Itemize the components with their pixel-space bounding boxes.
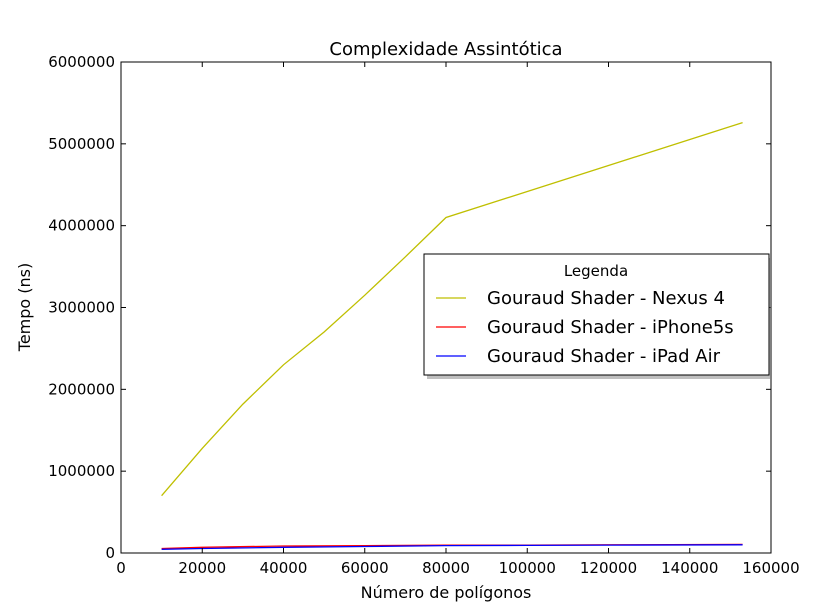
series-line-3 <box>161 544 743 550</box>
legend-box <box>423 253 770 376</box>
series-line-1 <box>161 121 743 497</box>
x-tick-label: 0 <box>116 559 126 577</box>
x-tick-label: 40000 <box>260 559 308 577</box>
x-tick-label: 20000 <box>178 559 226 577</box>
x-tick-label: 120000 <box>580 559 637 577</box>
y-tick-label: 3000000 <box>48 299 115 317</box>
legend-label-3: Gouraud Shader - iPad Air <box>487 346 721 367</box>
chart-title: Complexidade Assintótica <box>329 39 562 60</box>
legend: Legenda Gouraud Shader - Nexus 4Gouraud … <box>423 253 772 379</box>
series-layer <box>161 121 743 550</box>
legend-entries: Gouraud Shader - Nexus 4 Gouraud Shader -… <box>436 288 734 367</box>
x-tick-label: 140000 <box>661 559 718 577</box>
y-tick-label: 1000000 <box>48 462 115 480</box>
x-tick-label: 80000 <box>422 559 470 577</box>
legend-title: Legenda <box>564 262 628 280</box>
x-tick-label: 160000 <box>742 559 799 577</box>
y-tick-label: 4000000 <box>48 217 115 235</box>
x-axis-ticks: 0 20000 40000 60000 80000 100000 120000 140000 1… <box>116 62 800 577</box>
y-axis-label: Tempo (ns) <box>15 263 34 352</box>
y-tick-label: 6000000 <box>48 53 115 71</box>
legend-label-1: Gouraud Shader - Nexus 4 <box>487 288 725 309</box>
x-tick-label: 60000 <box>341 559 389 577</box>
y-axis-ticks: 0 1000000 2000000 3000000 4000000 5000000 6000… <box>48 53 771 562</box>
y-tick-label: 2000000 <box>48 380 115 398</box>
y-tick-label: 0 <box>105 544 115 562</box>
y-tick-label: 5000000 <box>48 135 115 153</box>
legend-label-2: Gouraud Shader - iPhone5s <box>487 317 734 338</box>
x-axis-label: Número de polígonos <box>361 583 532 602</box>
x-tick-label: 100000 <box>499 559 556 577</box>
